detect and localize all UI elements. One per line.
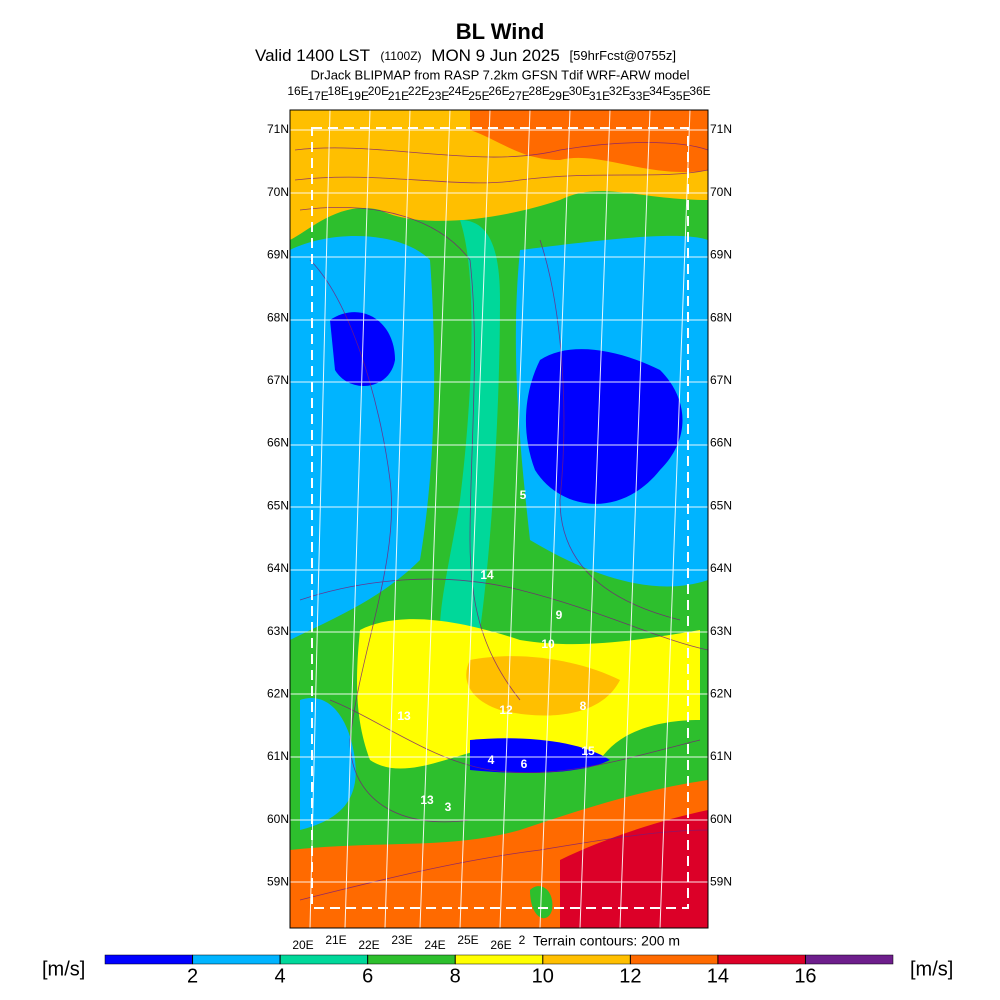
lat-label-left: 71N (267, 122, 289, 136)
top-lon-label: 32E (609, 84, 630, 98)
lat-label-right: 70N (710, 185, 732, 199)
colorbar-segment (805, 954, 894, 965)
lat-label-left: 69N (267, 248, 289, 262)
colorbar-unit-left: [m/s] (42, 958, 85, 980)
colorbar-tick-label: 2 (187, 965, 198, 987)
top-lon-label: 26E (488, 84, 509, 98)
lat-label-left: 61N (267, 749, 289, 763)
colorbar-segment (104, 954, 193, 965)
bottom-lon-label: 2 (519, 933, 526, 947)
lat-label-left: 65N (267, 498, 289, 512)
map-value-label: 5 (520, 488, 527, 502)
top-lon-label: 16E (287, 84, 308, 98)
top-lon-label: 35E (669, 89, 690, 103)
lat-label-right: 60N (710, 812, 732, 826)
map-value-label: 14 (480, 568, 494, 582)
bottom-lon-label: 22E (358, 938, 379, 952)
map-value-label: 13 (420, 793, 434, 807)
top-lon-label: 20E (368, 84, 389, 98)
map-value-label: 12 (499, 703, 513, 717)
colorbar-segment (630, 954, 719, 965)
top-lon-label: 31E (589, 89, 610, 103)
lat-label-left: 60N (267, 812, 289, 826)
top-lon-label: 24E (448, 84, 469, 98)
colorbar-segment (717, 954, 806, 965)
colorbar-segment (454, 954, 544, 965)
bottom-lon-label: 23E (391, 933, 412, 947)
bottom-lon-label: 26E (490, 938, 511, 952)
graticule (290, 110, 708, 928)
lat-label-right: 65N (710, 498, 732, 512)
lat-label-right: 62N (710, 686, 732, 700)
lat-label-right: 66N (710, 436, 732, 450)
top-lon-label: 21E (388, 89, 409, 103)
colorbar-tick-label: 4 (275, 965, 286, 987)
lat-label-left: 62N (267, 686, 289, 700)
top-lon-label: 17E (307, 89, 328, 103)
top-lon-label: 30E (569, 84, 590, 98)
top-lon-label: 27E (508, 89, 529, 103)
utc: (1100Z) (380, 49, 421, 63)
lat-label-right: 61N (710, 749, 732, 763)
map-value-label: 3 (445, 800, 452, 814)
lat-label-left: 70N (267, 185, 289, 199)
top-lon-label: 22E (408, 84, 429, 98)
lat-label-left: 68N (267, 310, 289, 324)
colorbar-segment (192, 954, 281, 965)
lat-label-right: 67N (710, 373, 732, 387)
top-lon-label: 29E (549, 89, 570, 103)
map-value-label: 6 (521, 757, 528, 771)
colorbar-segment (279, 954, 368, 965)
lat-label-left: 67N (267, 373, 289, 387)
colorbar-tick-label: 12 (619, 965, 641, 987)
bottom-lon-label: 25E (457, 933, 478, 947)
lat-label-right: 59N (710, 875, 732, 889)
lat-label-left: 59N (267, 875, 289, 889)
top-lon-label: 33E (629, 89, 650, 103)
date: MON 9 Jun 2025 (431, 46, 560, 65)
top-lon-label: 34E (649, 84, 670, 98)
forecast: [59hrFcst@0755z] (570, 48, 676, 63)
subtitle: DrJack BLIPMAP from RASP 7.2km GFSN Tdif… (310, 67, 689, 82)
top-lon-label: 18E (328, 84, 349, 98)
colorbar-unit-right: [m/s] (910, 958, 953, 980)
lat-label-right: 68N (710, 310, 732, 324)
bottom-lon-label: 20E (292, 938, 313, 952)
domain-box (311, 127, 689, 909)
map-value-label: 9 (556, 608, 563, 622)
colorbar-tick-label: 10 (532, 965, 554, 987)
top-lon-label: 25E (468, 89, 489, 103)
lat-label-right: 64N (710, 561, 732, 575)
lat-label-right: 69N (710, 248, 732, 262)
top-lon-label: 28E (529, 84, 550, 98)
title: BL Wind (456, 19, 545, 44)
bottom-lon-label: 24E (424, 938, 445, 952)
top-lon-label: 23E (428, 89, 449, 103)
valid: Valid 1400 LST (255, 46, 370, 65)
valid-line: Valid 1400 LST (1100Z) MON 9 Jun 2025 [5… (255, 46, 676, 65)
lat-label-right: 71N (710, 122, 732, 136)
colorbar-tick-label: 16 (794, 965, 816, 987)
colorbar-tick-label: 14 (707, 965, 729, 987)
map-value-label: 15 (581, 744, 595, 758)
terrain-note: Terrain contours: 200 m (533, 933, 680, 949)
top-lon-label: 19E (348, 89, 369, 103)
lat-label-left: 64N (267, 561, 289, 575)
bottom-lon-label: 21E (325, 933, 346, 947)
map-field (290, 110, 708, 928)
lat-label-left: 66N (267, 436, 289, 450)
map-value-label: 10 (541, 637, 555, 651)
colorbar-tick-label: 6 (362, 965, 373, 987)
colorbar-segment (542, 954, 631, 965)
lat-label-right: 63N (710, 624, 732, 638)
map-value-label: 13 (397, 709, 411, 723)
map-value-label: 4 (488, 753, 495, 767)
colorbar-segment (367, 954, 456, 965)
colorbar-tick-label: 8 (450, 965, 461, 987)
map-frame (289, 109, 709, 929)
top-lon-label: 36E (689, 84, 710, 98)
map-value-label: 8 (580, 699, 587, 713)
lat-label-left: 63N (267, 624, 289, 638)
